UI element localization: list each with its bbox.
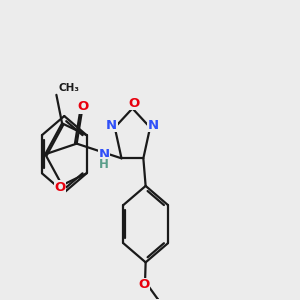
Text: O: O bbox=[54, 181, 65, 194]
Text: CH₃: CH₃ bbox=[59, 83, 80, 93]
Text: H: H bbox=[99, 158, 109, 170]
Text: N: N bbox=[106, 119, 117, 132]
Text: O: O bbox=[128, 97, 140, 110]
Text: O: O bbox=[78, 100, 89, 113]
Text: N: N bbox=[148, 119, 159, 132]
Text: N: N bbox=[98, 148, 110, 161]
Text: O: O bbox=[138, 278, 149, 291]
